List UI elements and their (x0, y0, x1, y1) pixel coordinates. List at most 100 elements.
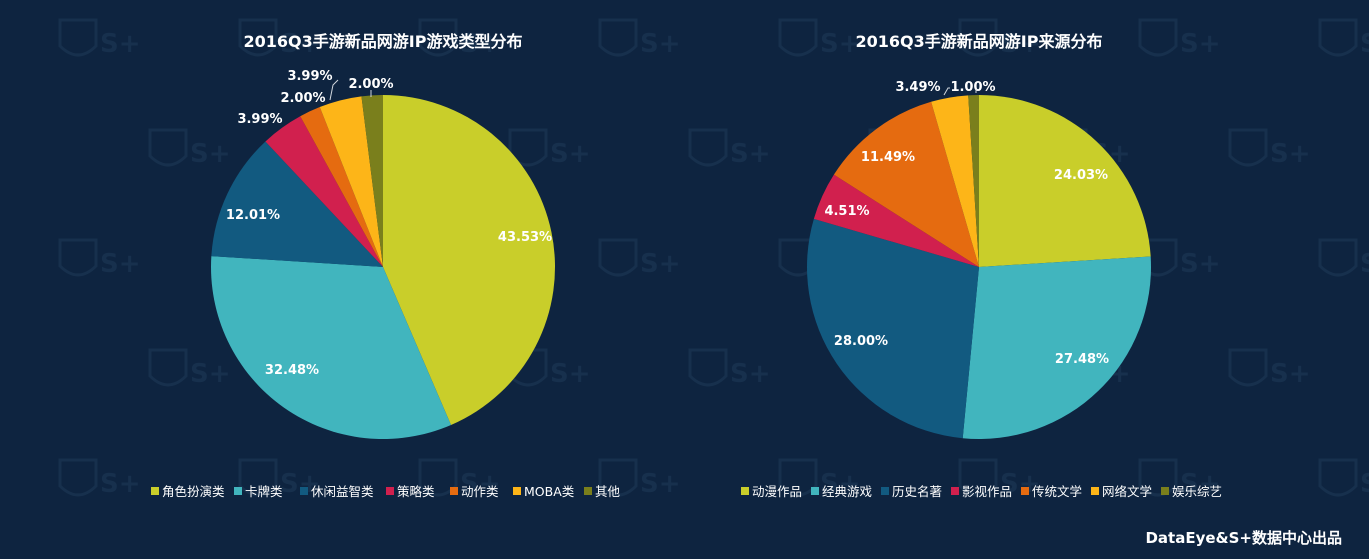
legend-label: 卡牌类 (245, 484, 283, 499)
legend-swatch (881, 487, 889, 495)
watermark-logo: S+ (418, 458, 501, 499)
watermark-text: S+ (550, 359, 591, 389)
watermark-text: S+ (550, 139, 591, 169)
watermark-logo: S+ (958, 458, 1041, 499)
watermark-logo: S+ (1318, 458, 1369, 499)
watermark-logo: S+ (58, 238, 141, 279)
watermark-logo: S+ (688, 128, 771, 169)
pie-slice[interactable] (319, 96, 383, 268)
watermark-logo: S+ (1228, 128, 1311, 169)
legend-item[interactable]: MOBA类 (513, 484, 575, 499)
data-label: 3.99% (237, 112, 282, 127)
watermark-text: S+ (190, 359, 231, 389)
legend-label: 动作类 (461, 484, 499, 499)
watermark-text: S+ (820, 469, 861, 499)
legend-label: MOBA类 (524, 484, 575, 499)
legend-item[interactable]: 其他 (584, 484, 621, 499)
legend-swatch (450, 487, 458, 495)
legend-swatch (1091, 487, 1099, 495)
watermark-logo: S+ (1138, 18, 1221, 59)
watermark-logo: S+ (688, 348, 771, 389)
pie-chart-game-type: 2016Q3手游新品网游IP游戏类型分布 43.53% 32.48% 12.01% 3… (151, 32, 621, 499)
watermark-text: S+ (190, 139, 231, 169)
pie-slice[interactable] (300, 107, 383, 267)
pie-slice[interactable] (265, 116, 383, 267)
watermark-logo: S+ (1318, 238, 1369, 279)
legend-item[interactable]: 影视作品 (951, 484, 1012, 499)
pie-slice[interactable] (979, 95, 1151, 267)
watermark-logo: S+ (1318, 18, 1369, 59)
watermark-logo: S+ (58, 18, 141, 59)
watermark-text: S+ (1000, 469, 1041, 499)
pie-slice[interactable] (361, 95, 383, 267)
chart-legend: 动漫作品 经典游戏 历史名著 影视作品 传统文学 网络文学 娱乐综艺 (741, 484, 1222, 499)
legend-item[interactable]: 动作类 (450, 484, 499, 499)
pie-slice[interactable] (211, 141, 383, 267)
legend-swatch (513, 487, 521, 495)
legend-swatch (300, 487, 308, 495)
legend-swatch (234, 487, 242, 495)
watermark-text: S+ (640, 29, 681, 59)
data-label: 3.49% (895, 80, 940, 95)
data-label: 4.51% (824, 204, 869, 219)
pie-slice[interactable] (833, 101, 979, 267)
pie-slice[interactable] (211, 256, 452, 439)
watermark-logo: S+ (418, 18, 501, 59)
pie-chart-ip-source: 2016Q3手游新品网游IP来源分布 24.03% 27.48% 28.00% 4.5… (741, 32, 1222, 499)
legend-label: 网络文学 (1102, 484, 1152, 499)
pie-slice[interactable] (931, 95, 979, 267)
legend-item[interactable]: 娱乐综艺 (1161, 484, 1222, 499)
watermark-text: S+ (730, 359, 771, 389)
legend-swatch (951, 487, 959, 495)
label-leader-line (329, 79, 339, 101)
pie-slice[interactable] (968, 95, 979, 267)
data-label: 12.01% (226, 208, 280, 223)
legend-item[interactable]: 卡牌类 (234, 484, 283, 499)
pie-slice[interactable] (962, 256, 1151, 439)
legend-item[interactable]: 策略类 (386, 484, 435, 499)
watermark-text: S+ (460, 469, 501, 499)
watermark-text: S+ (460, 29, 501, 59)
legend-swatch (584, 487, 592, 495)
legend-label: 动漫作品 (752, 484, 802, 499)
legend-label: 经典游戏 (822, 484, 872, 499)
legend-item[interactable]: 历史名著 (881, 484, 942, 499)
watermark-text: S+ (1270, 139, 1311, 169)
legend-label: 角色扮演类 (162, 484, 225, 499)
legend-item[interactable]: 经典游戏 (811, 484, 872, 499)
legend-label: 影视作品 (962, 484, 1012, 499)
watermark-logo: S+ (598, 238, 681, 279)
watermark-text: S+ (1180, 249, 1221, 279)
pie-slice[interactable] (383, 95, 555, 425)
data-label: 11.49% (861, 150, 915, 165)
footer-credit: DataEye&S+数据中心出品 (1145, 529, 1342, 547)
watermark-text: S+ (1180, 469, 1221, 499)
watermark-text: S+ (1270, 359, 1311, 389)
watermark-logo: S+ (148, 128, 231, 169)
legend-label: 传统文学 (1032, 484, 1082, 499)
watermark-text: S+ (1360, 29, 1369, 59)
legend-label: 娱乐综艺 (1172, 484, 1222, 499)
legend-label: 休闲益智类 (311, 484, 374, 499)
legend-item[interactable]: 传统文学 (1021, 484, 1082, 499)
legend-label: 历史名著 (892, 484, 942, 499)
legend-label: 策略类 (397, 484, 435, 499)
data-label: 2.00% (348, 77, 393, 92)
watermark-text: S+ (820, 29, 861, 59)
watermark-text: S+ (1360, 249, 1369, 279)
chart-legend: 角色扮演类 卡牌类 休闲益智类 策略类 动作类 MOBA类 其他 (151, 484, 621, 499)
watermark-logo: S+ (148, 348, 231, 389)
data-label: 32.48% (265, 363, 319, 378)
watermark-text: S+ (640, 249, 681, 279)
watermark-logo: S+ (958, 18, 1041, 59)
legend-item[interactable]: 网络文学 (1091, 484, 1152, 499)
legend-item[interactable]: 休闲益智类 (300, 484, 374, 499)
legend-item[interactable]: 动漫作品 (741, 484, 802, 499)
pie-slice[interactable] (813, 174, 979, 267)
legend-label: 其他 (595, 484, 621, 499)
legend-item[interactable]: 角色扮演类 (151, 484, 225, 499)
pie-slice[interactable] (806, 218, 979, 439)
watermark-logo: S+ (1138, 458, 1221, 499)
watermark-logo: S+ (778, 458, 861, 499)
legend-swatch (1021, 487, 1029, 495)
